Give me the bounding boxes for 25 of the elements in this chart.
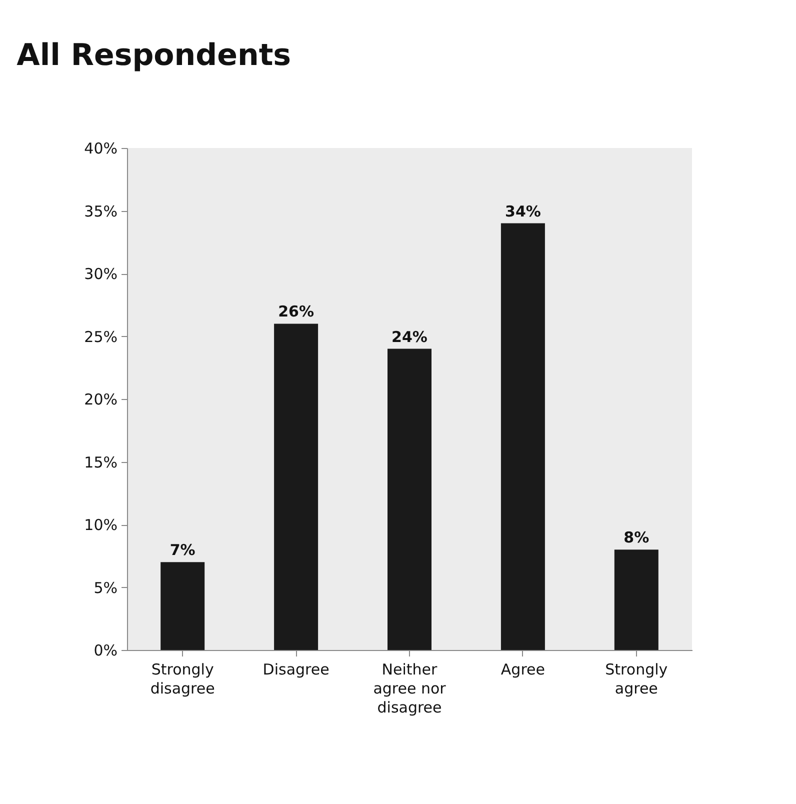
x-tick-label: Strongly agree <box>605 660 668 698</box>
y-tick-label: 35% <box>84 202 118 220</box>
data-label: 34% <box>505 202 541 220</box>
x-tick-label: Strongly disagree <box>150 660 215 698</box>
x-tick-label: Neither agree nor disagree <box>373 660 447 716</box>
y-tick-label: 5% <box>94 578 118 597</box>
bar <box>614 550 658 650</box>
x-tick-label: Disagree <box>262 660 330 678</box>
chart-title: All Respondents <box>16 38 292 73</box>
bar <box>500 223 545 650</box>
y-tick-label: 20% <box>84 390 118 408</box>
x-tick-label: Agree <box>500 660 545 678</box>
y-tick-label: 30% <box>84 265 118 283</box>
data-label: 24% <box>392 328 428 346</box>
y-tick-label: 0% <box>94 642 118 660</box>
y-tick-label: 25% <box>84 328 118 346</box>
bar <box>274 324 318 650</box>
y-tick-label: 15% <box>84 453 118 472</box>
data-label: 8% <box>624 528 650 547</box>
bar <box>388 348 432 650</box>
data-label: 26% <box>278 302 314 321</box>
bar <box>160 562 205 650</box>
y-tick-label: 40% <box>84 140 118 158</box>
y-tick-label: 10% <box>84 516 118 534</box>
data-label: 7% <box>170 541 196 560</box>
